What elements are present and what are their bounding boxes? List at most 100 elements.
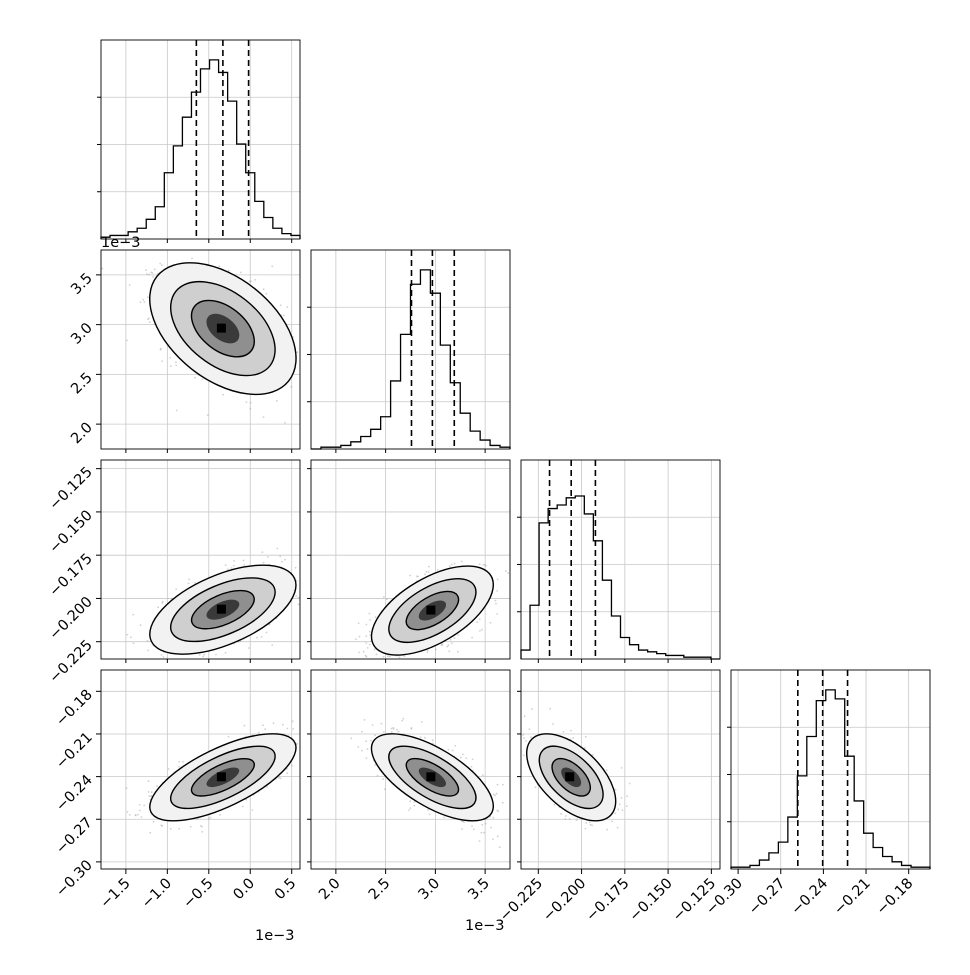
pair-1-0-point (240, 272, 242, 274)
pair-2-1-point (365, 635, 367, 637)
pair-2-1-point (451, 643, 453, 645)
pair-3-0-point (160, 824, 162, 826)
pair-2-0-point (261, 636, 263, 638)
pair-2-0-point (147, 640, 149, 642)
pair-2-1-point (435, 649, 437, 651)
pair-1-0-point (147, 296, 149, 298)
pair-2-1-point (369, 613, 371, 615)
pair-3-0-point (278, 777, 280, 779)
pair-1-0-point (144, 301, 146, 303)
pair-2-0-point (147, 650, 149, 652)
pair-1-0-point (101, 268, 103, 270)
hist-1-frame (311, 250, 510, 449)
hist-3-step (731, 690, 930, 869)
pair-2-1-point (428, 571, 430, 573)
pair-2-0-point (132, 614, 134, 616)
pair-2-0-point (188, 583, 190, 585)
pair-2-1-point (454, 563, 456, 565)
pair-1-0-point (152, 272, 154, 274)
pair-1-0-point (266, 293, 268, 295)
pair-3-0-point (168, 768, 170, 770)
pair-2-0-point (243, 564, 245, 566)
pair-2-0-point (233, 560, 235, 562)
pair-2-1-point (383, 596, 385, 598)
pair-1-0-point (154, 268, 156, 270)
pair-2-1-point (427, 650, 429, 652)
pair-1-0-point (147, 318, 149, 320)
pair-1-0-point (169, 357, 171, 359)
pair-1-0-point (284, 422, 286, 424)
pair-1-0-point (161, 264, 163, 266)
pair-2-1-point (404, 655, 406, 657)
pair-2-1-point (428, 566, 430, 568)
pair-2-1-point (363, 651, 365, 653)
pair-2-1-point (479, 618, 481, 620)
pair-3-0-point (129, 814, 131, 816)
pair-1-0-point (201, 379, 203, 381)
pair-2-1-point (496, 613, 498, 615)
pair-2-0-point (175, 588, 177, 590)
pair-3-0-point (127, 811, 129, 813)
pair-1-0-point (145, 269, 147, 271)
pair-1-0-point (152, 276, 154, 278)
pair-2-1-point (490, 622, 492, 624)
pair-2-0-point (262, 551, 264, 553)
pair-3-0-point (262, 724, 264, 726)
pair-1-0-point (159, 263, 161, 265)
pair-1-0-point (207, 414, 209, 416)
pair-1-0-point (283, 315, 285, 317)
pair-2-0-point (284, 559, 286, 561)
pair-1-0-point (161, 360, 163, 362)
pair-1-0-point (276, 400, 278, 402)
pair-2-1-point (358, 652, 360, 654)
pair-2-0-point (130, 636, 132, 638)
pair-1-0-point (175, 365, 177, 367)
hist-1-step (311, 270, 510, 449)
pair-2-0-point (225, 564, 227, 566)
pair-2-1-point (449, 565, 451, 567)
hist-2-step (521, 496, 720, 659)
pair-2-1-point (505, 570, 507, 572)
pair-1-0-point (140, 301, 142, 303)
pair-2-1-point (479, 630, 481, 632)
pair-1-0-point (126, 339, 128, 341)
pair-2-1-point (369, 631, 371, 633)
hist-0-step (101, 60, 300, 239)
pair-2-0-peak-bin (217, 605, 226, 614)
pair-2-0-point (271, 644, 273, 646)
pair-2-1-point (369, 619, 371, 621)
pair-1-0-point (271, 265, 273, 267)
pair-3-0-point (149, 832, 151, 834)
pair-2-0-point (248, 647, 250, 649)
pair-2-1-point (366, 656, 368, 658)
pair-2-1-point (426, 571, 428, 573)
pair-1-0-point (146, 273, 148, 275)
pair-1-0-point (297, 351, 299, 353)
pair-2-1-point (374, 649, 376, 651)
pair-2-1-point (461, 561, 463, 563)
pair-2-0-point (295, 567, 297, 569)
pair-1-0-point (250, 402, 252, 404)
pair-2-0-point (295, 595, 297, 597)
pair-1-0-point (263, 288, 265, 290)
pair-2-1-point (479, 563, 481, 565)
pair-2-0-point (133, 642, 135, 644)
pair-2-0-point (298, 597, 300, 599)
pair-2-0-point (161, 654, 163, 656)
pair-2-0-point (126, 634, 128, 636)
pair-2-1-point (471, 637, 473, 639)
pair-2-1-point (496, 590, 498, 592)
pair-2-1-point (409, 575, 411, 577)
pair-2-0-point (188, 578, 190, 580)
pair-2-1-point (359, 636, 361, 638)
pair-2-0-point (225, 652, 227, 654)
pair-2-0-point (243, 560, 245, 562)
pair-1-0-point (254, 279, 256, 281)
pair-2-1-point (457, 634, 459, 636)
pair-1-0-point (263, 416, 265, 418)
pair-2-1-point (495, 600, 497, 602)
pair-1-0-point (246, 401, 248, 403)
pair-1-0-point (160, 349, 162, 351)
pair-2-1-point (482, 564, 484, 566)
pair-1-0-point (218, 265, 220, 267)
